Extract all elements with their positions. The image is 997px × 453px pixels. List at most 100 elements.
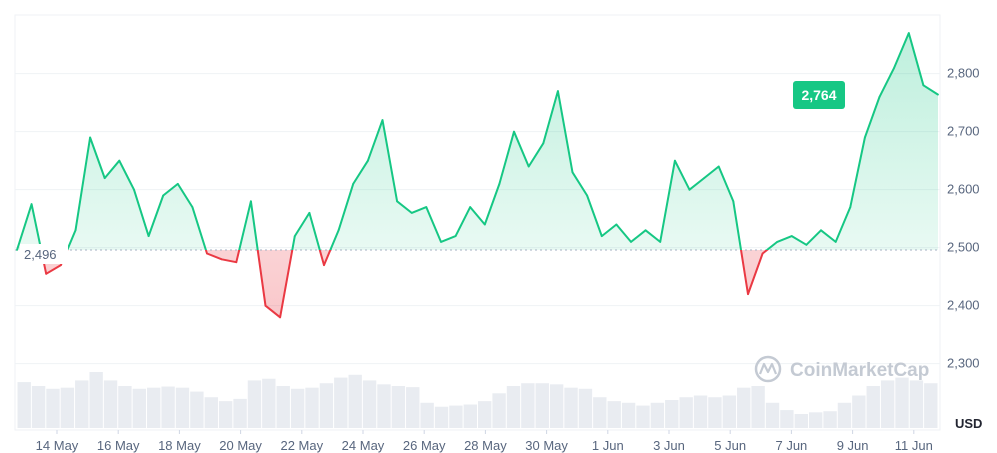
volume-bar — [636, 405, 650, 428]
price-line-up — [16, 32, 939, 250]
volume-bar — [765, 402, 780, 428]
price-point — [367, 159, 369, 162]
volume-bar — [478, 401, 492, 428]
x-tick-label: 28 May — [464, 438, 507, 453]
price-point — [600, 235, 603, 238]
baseline-label: 2,496 — [24, 247, 57, 262]
x-tick-label: 24 May — [342, 438, 385, 453]
y-tick-label: 2,300 — [947, 356, 980, 371]
price-point — [337, 229, 340, 232]
plot-border — [14, 14, 941, 431]
price-point — [557, 90, 559, 92]
price-point — [542, 142, 545, 145]
volume-bar — [823, 411, 837, 428]
volume-bar — [521, 383, 535, 428]
volume-bar — [204, 397, 218, 428]
volume-bar — [549, 384, 564, 428]
price-point — [864, 136, 866, 139]
x-tick-label: 11 Jun — [895, 438, 933, 453]
x-axis: 14 May 16 May 18 May 20 May 22 May 24 May 26 M… — [36, 438, 933, 453]
price-point — [191, 206, 194, 209]
price-point — [103, 177, 106, 180]
price-point — [615, 223, 618, 226]
price-point — [352, 183, 355, 185]
volume-bar — [60, 387, 75, 428]
y-tick-label: 2,600 — [947, 182, 980, 197]
price-point — [907, 32, 910, 34]
volume-bar — [406, 387, 420, 428]
price-point — [878, 96, 881, 98]
price-point — [717, 165, 720, 168]
price-point — [820, 229, 822, 232]
volume-bar — [449, 405, 463, 428]
x-tick-label: 3 Jun — [653, 438, 685, 453]
volume-bar — [679, 397, 693, 428]
volume-bar — [420, 402, 434, 428]
price-point — [410, 212, 413, 214]
y-tick-label: 2,400 — [947, 298, 980, 313]
x-tick-label: 16 May — [97, 438, 140, 453]
volume-bar — [924, 383, 938, 428]
price-point — [45, 272, 48, 275]
volume-bar — [276, 386, 290, 428]
price-point — [732, 200, 735, 203]
baseline-label-bg — [20, 244, 68, 264]
volume-bar — [75, 380, 89, 428]
volume-bar — [693, 395, 708, 428]
volume-bar — [808, 412, 823, 428]
current-price-badge-bg — [793, 81, 845, 109]
volume-bar — [290, 388, 305, 428]
price-point — [133, 188, 135, 191]
price-point — [688, 188, 691, 191]
price-point — [747, 293, 749, 295]
price-point — [527, 165, 530, 168]
volume-bar — [593, 397, 607, 428]
volume-bar — [751, 386, 765, 428]
volume-bar — [103, 380, 118, 428]
volume-bar — [175, 387, 190, 428]
price-point — [147, 235, 150, 238]
x-tick-label: 1 Jun — [592, 438, 624, 453]
volume-bar — [319, 383, 334, 428]
price-point — [118, 159, 121, 162]
price-point — [308, 212, 311, 214]
volume-bar — [708, 397, 722, 428]
price-point — [571, 171, 574, 174]
volume-bar — [377, 384, 391, 428]
area-below-baseline — [17, 250, 938, 318]
volume-bar — [909, 380, 924, 428]
current-price-label: 2,764 — [801, 87, 836, 103]
volume-bar — [794, 414, 808, 428]
watermark-label: CoinMarketCap — [790, 360, 929, 381]
y-tick-label: 2,500 — [947, 240, 980, 255]
volume-bar — [218, 401, 233, 428]
price-point — [176, 183, 179, 185]
volume-bar — [650, 402, 665, 428]
volume-bar — [895, 377, 909, 428]
price-point — [761, 252, 764, 255]
price-point — [644, 229, 647, 232]
volume-bar — [621, 402, 636, 428]
price-point — [674, 159, 676, 162]
volume-bar — [852, 395, 866, 428]
volume-bar — [233, 398, 247, 428]
x-tick-label: 20 May — [219, 438, 262, 453]
price-point — [776, 241, 779, 243]
price-point — [937, 93, 939, 96]
price-point — [630, 241, 632, 243]
price-point — [89, 136, 91, 139]
volume-bar — [132, 388, 147, 428]
volume-bar — [837, 402, 852, 428]
volume-bar — [334, 377, 348, 428]
volume-bar — [161, 386, 175, 428]
price-point — [805, 243, 808, 246]
x-tick-label: 7 Jun — [775, 438, 807, 453]
price-point — [469, 206, 472, 209]
price-point — [235, 261, 238, 264]
volume-bar — [190, 391, 204, 428]
volume-bar — [31, 386, 46, 428]
price-point — [513, 130, 515, 133]
price-point — [30, 203, 33, 206]
